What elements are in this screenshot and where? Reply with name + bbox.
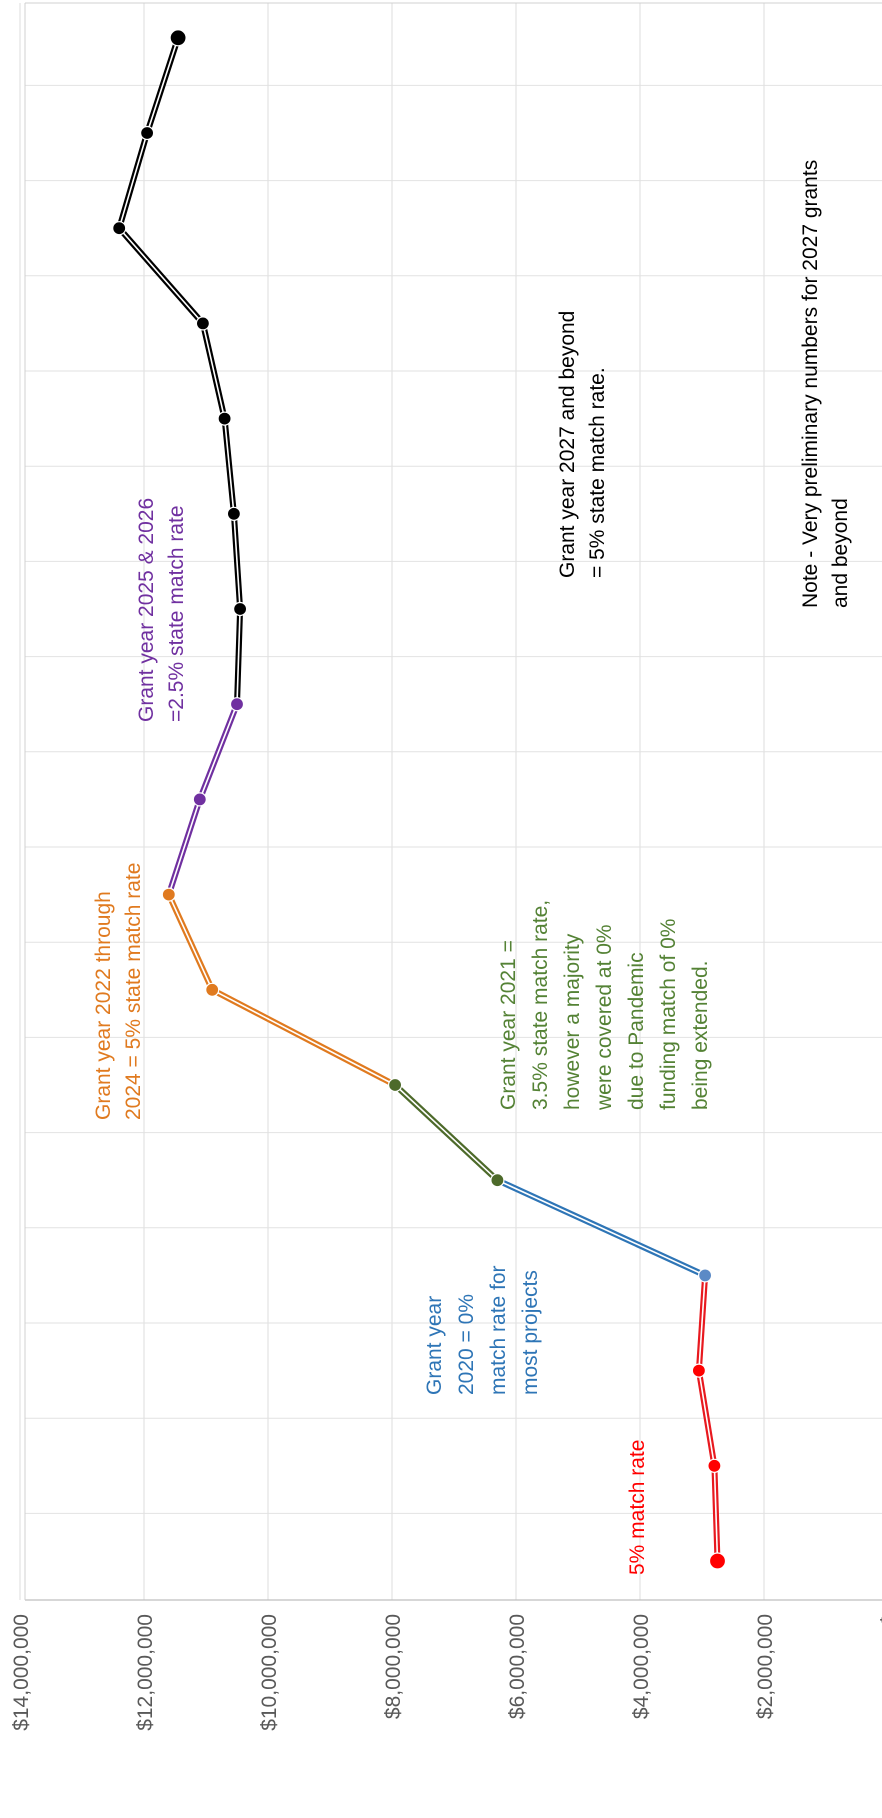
series-segment-line: [165, 891, 399, 1088]
series-markers: [112, 29, 727, 1570]
data-point-marker: [388, 1077, 403, 1093]
value-tick-label: $2,000,000: [754, 1614, 777, 1719]
annotation-line: funding match of 0%: [657, 919, 680, 1110]
data-point-marker: [490, 1173, 505, 1188]
value-tick-label: $8,000,000: [382, 1614, 405, 1719]
series-segment-highlight: [168, 893, 396, 1086]
annotation-gy-2020: Grant year 2020 = 0% match rate for most pr…: [423, 1265, 542, 1395]
data-point-marker: [229, 697, 245, 712]
annotation-line: 3.5% state match rate,: [529, 900, 552, 1110]
value-tick-label: $4,000,000: [630, 1614, 653, 1719]
annotation-line: due to Pandemic: [625, 952, 648, 1110]
annotation-line: = 5% state match rate.: [586, 367, 609, 578]
data-point-marker: [708, 1552, 727, 1570]
annotation-line: being extended.: [689, 961, 712, 1110]
data-point-marker: [233, 601, 248, 617]
annotation-note: Note - Very preliminary numbers for 2027…: [799, 160, 852, 608]
annotation-line: Grant year 2021 =: [497, 940, 520, 1110]
data-point-marker: [112, 221, 127, 236]
annotation-line: Note - Very preliminary numbers for 2027…: [799, 160, 822, 608]
annotation-match-5: 5% match rate: [626, 1440, 649, 1575]
annotation-gy-2022: Grant year 2022 through 2024 = 5% state m…: [92, 863, 145, 1120]
data-point-marker: [697, 1268, 713, 1283]
gridlines: [19, 3, 882, 1600]
data-point-marker: [205, 982, 220, 997]
data-point-marker: [195, 316, 210, 331]
value-axis-tick-labels: $14,000,000 $12,000,000 $10,000,000 $8,000,…: [10, 1614, 882, 1731]
annotation-line: most projects: [519, 1270, 542, 1395]
value-tick-label: $6,000,000: [506, 1614, 529, 1719]
annotation-line: Grant year: [423, 1296, 446, 1395]
annotation-line: Grant year 2025 & 2026: [135, 498, 158, 722]
data-point-marker: [161, 887, 176, 902]
series-segment-highlight: [698, 1274, 719, 1562]
data-point-marker: [226, 506, 241, 521]
annotations: 5% match rate Grant year 2020 = 0% match ra…: [92, 160, 852, 1575]
annotation-line: were covered at 0%: [593, 924, 616, 1111]
annotation-line: 2024 = 5% state match rate: [122, 863, 145, 1120]
value-tick-label: $10,000,000: [258, 1614, 281, 1731]
series-segment-highlight: [394, 1084, 499, 1181]
data-point-marker: [691, 1363, 707, 1378]
data-point-marker: [192, 792, 207, 807]
value-tick-label: $12,000,000: [134, 1614, 157, 1731]
annotation-line: however a majority: [561, 933, 584, 1110]
data-point-marker: [169, 29, 187, 47]
series-lines: [116, 34, 721, 1564]
annotation-line: 5% match rate: [626, 1440, 649, 1575]
annotation-line: and beyond: [829, 498, 852, 608]
series-segment-highlight: [118, 36, 241, 706]
data-point-marker: [140, 125, 155, 141]
data-point-marker: [217, 411, 232, 426]
annotation-gy-2027: Grant year 2027 and beyond = 5% state mat…: [556, 311, 609, 578]
annotation-gy-2025: Grant year 2025 & 2026 =2.5% state match …: [135, 498, 188, 722]
value-axis: [24, 2, 882, 1601]
annotation-line: 2020 = 0%: [455, 1294, 478, 1395]
annotation-line: Grant year 2022 through: [92, 891, 115, 1120]
annotation-line: Grant year 2027 and beyond: [556, 311, 579, 578]
annotation-gy-2021: Grant year 2021 = 3.5% state match rate, h…: [497, 900, 712, 1111]
annotation-line: =2.5% state match rate: [165, 505, 188, 722]
value-tick-label: $: [878, 1614, 882, 1626]
value-tick-label: $14,000,000: [10, 1614, 33, 1731]
data-point-marker: [707, 1458, 722, 1473]
annotation-line: match rate for: [487, 1265, 510, 1395]
series-segment-highlight: [496, 1179, 706, 1277]
